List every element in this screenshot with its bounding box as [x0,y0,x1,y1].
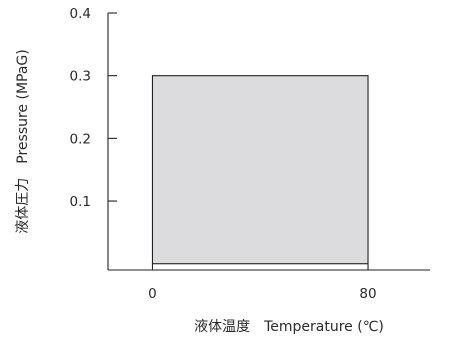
y-tick-label: 0.2 [70,131,91,147]
y-tick-label: 0.4 [70,6,91,22]
ticks: 0.1 0.2 0.3 0.4 0 80 [70,6,377,302]
y-tick-label: 0.1 [70,194,91,210]
axes [107,13,430,271]
x-tick-label: 80 [359,286,376,302]
y-tick-label: 0.3 [70,69,91,85]
plot-area [151,75,369,265]
operating-range-area [151,75,369,265]
x-tick-label: 0 [148,286,157,302]
x-axis-title: 液体温度 Temperature (℃) [194,319,384,335]
y-axis-title: 液体圧力 Pressure (MPaG) [15,49,31,233]
